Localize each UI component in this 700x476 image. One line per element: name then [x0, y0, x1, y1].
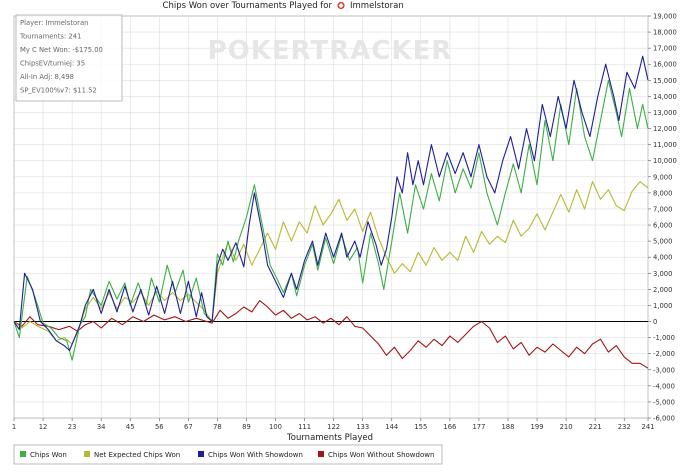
watermark: POKERTRACKER: [208, 36, 453, 66]
legend-label-net-expected: Net Expected Chips Won: [94, 451, 180, 459]
stats-player: Player: Immelstoran: [20, 19, 88, 27]
y-tick-label: 6,000: [653, 222, 672, 230]
x-tick-label: 232: [618, 423, 631, 431]
x-tick-label: 56: [155, 423, 164, 431]
x-tick-label: 67: [184, 423, 193, 431]
legend-swatch-net-expected: [84, 451, 90, 457]
series-lines: [13, 55, 649, 369]
y-tick-label: 5,000: [653, 238, 672, 246]
x-tick-label: 188: [501, 423, 514, 431]
y-tick-label: 9,000: [653, 173, 672, 181]
legend-item-with-showdown[interactable]: Chips Won With Showdown: [198, 451, 303, 459]
logo-icon-mark: [338, 2, 344, 9]
legend-swatch-with-showdown: [198, 451, 204, 457]
x-tick-label: 111: [298, 423, 311, 431]
y-tick-label: -6,000: [653, 415, 675, 423]
x-axis: 1 12 23 34 45 56 67 78 89 100 111 122 133 144 155 166 17…: [12, 418, 655, 431]
x-tick-label: 12: [39, 423, 48, 431]
y-tick-label: 7,000: [653, 205, 672, 213]
legend-item-net-expected[interactable]: Net Expected Chips Won: [84, 451, 180, 459]
chart-title-player: Immelstoran: [350, 1, 404, 11]
y-tick-label: 19,000: [653, 13, 677, 21]
stats-all-in-adj: All-In Adj: 8,498: [20, 73, 74, 81]
chart-title-group: Chips Won over Tournaments Played for Im…: [163, 1, 404, 11]
y-tick-label: 15,000: [653, 77, 677, 85]
legend-swatch-chips-won: [20, 451, 26, 457]
legend-label-chips-won: Chips Won: [30, 451, 67, 459]
x-axis-label: Tournaments Played: [286, 433, 373, 443]
x-tick-label: 1: [12, 423, 16, 431]
y-tick-label: 12,000: [653, 125, 677, 133]
stats-sp-ev: SP_EV100%v7: $11.52: [20, 87, 97, 95]
y-tick-label: -3,000: [653, 366, 675, 374]
stats-chips-ev: ChipsEV/turniej: 35: [20, 60, 85, 68]
y-tick-label: 14,000: [653, 93, 677, 101]
y-axis: -6,000 -5,000 -4,000 -3,000 -2,000 -1,000 0 1,0…: [648, 13, 677, 423]
series-line-without-showdown: [13, 300, 649, 369]
chart-title: Chips Won over Tournaments Played for: [163, 1, 333, 11]
x-tick-label: 23: [68, 423, 77, 431]
legend-item-without-showdown[interactable]: Chips Won Without Showdown: [318, 451, 434, 459]
y-tick-label: 8,000: [653, 189, 672, 197]
y-tick-label: 4,000: [653, 254, 672, 262]
x-tick-label: 210: [560, 423, 573, 431]
legend-swatch-without-showdown: [318, 451, 324, 457]
x-tick-label: 144: [385, 423, 398, 431]
x-tick-label: 166: [443, 423, 456, 431]
x-tick-label: 89: [242, 423, 251, 431]
legend-frame: [13, 444, 443, 465]
stats-box-frame: [15, 14, 123, 102]
x-tick-label: 155: [414, 423, 427, 431]
series-line-chips-won: [13, 79, 649, 361]
x-tick-label: 34: [97, 423, 106, 431]
x-tick-label: 45: [126, 423, 135, 431]
y-tick-label: 18,000: [653, 29, 677, 37]
legend-item-chips-won[interactable]: Chips Won: [20, 451, 67, 459]
series-line-with-showdown: [13, 55, 649, 352]
y-tick-label: -2,000: [653, 350, 675, 358]
stats-tournaments: Tournaments: 241: [19, 33, 81, 41]
pokertracker-logo-icon: [337, 1, 345, 10]
y-tick-label: 0: [653, 318, 657, 326]
y-tick-label: 10,000: [653, 157, 677, 165]
stats-net-won: My C Net Won: -$175.00: [20, 46, 103, 54]
y-tick-label: 2,000: [653, 286, 672, 294]
y-tick-label: 16,000: [653, 61, 677, 69]
x-tick-label: 199: [531, 423, 544, 431]
x-tick-label: 78: [213, 423, 222, 431]
y-tick-label: 1,000: [653, 302, 672, 310]
stats-box: Player: Immelstoran Tournaments: 241 My …: [15, 14, 123, 102]
y-tick-label: -1,000: [653, 334, 675, 342]
y-tick-label: 13,000: [653, 109, 677, 117]
x-tick-label: 241: [642, 423, 655, 431]
x-tick-label: 100: [269, 423, 282, 431]
series-line-net-expected: [13, 181, 649, 345]
x-tick-label: 122: [327, 423, 340, 431]
y-tick-label: 17,000: [653, 45, 677, 53]
legend: Chips Won Net Expected Chips Won Chips W…: [13, 444, 443, 465]
y-tick-label: -5,000: [653, 398, 675, 406]
x-tick-label: 133: [356, 423, 369, 431]
x-tick-label: 221: [589, 423, 602, 431]
legend-label-without-showdown: Chips Won Without Showdown: [328, 451, 434, 459]
y-tick-label: 3,000: [653, 270, 672, 278]
y-tick-label: 11,000: [653, 141, 677, 149]
legend-label-with-showdown: Chips Won With Showdown: [208, 451, 303, 459]
y-tick-label: -4,000: [653, 382, 675, 390]
x-tick-label: 177: [472, 423, 485, 431]
